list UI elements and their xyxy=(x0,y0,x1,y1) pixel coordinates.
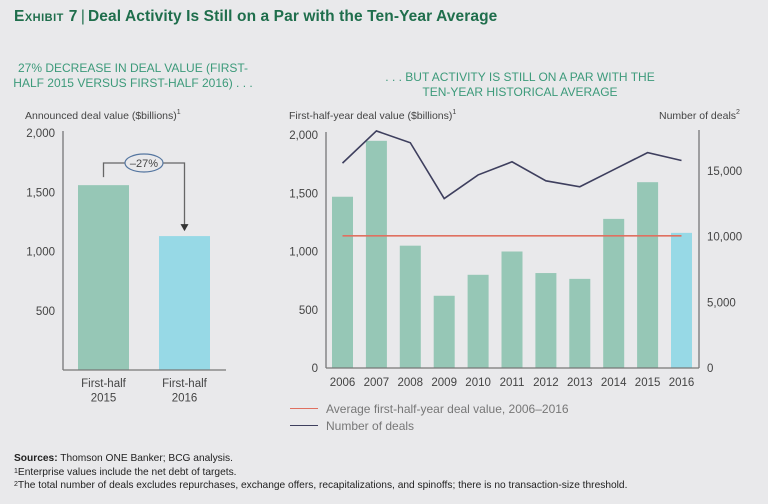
footer-notes: Sources: Thomson ONE Banker; BCG analysi… xyxy=(14,452,627,493)
right-chart-subtitle: . . . but activity is still on a par wit… xyxy=(385,70,655,99)
deal-value-bar-2012 xyxy=(535,273,557,368)
exhibit-number: Exhibit 7 xyxy=(14,8,78,25)
sources-line: Sources: Thomson ONE Banker; BCG analysi… xyxy=(14,453,233,464)
right-x-tick-label: 2010 xyxy=(465,377,491,389)
right-y2-tick-label: 15,000 xyxy=(707,166,742,178)
right-chart: 0 500 1,000 1,500 2,000 0 5,000 10,000 15,000 200… xyxy=(289,130,742,389)
right-x-tick-label: 2014 xyxy=(601,377,627,389)
legend-item-deals: Number of deals xyxy=(290,417,569,434)
deal-value-bar-2013 xyxy=(569,278,591,368)
exhibit-title-text: Deal Activity Is Still on a Par with the… xyxy=(87,8,498,25)
right-chart-y2-axis-label: Number of deals2 xyxy=(659,109,740,122)
deal-value-bar-2011 xyxy=(501,251,523,368)
left-y-tick-label: 2,000 xyxy=(26,128,55,140)
legend: Average first-half-year deal value, 2006… xyxy=(290,400,569,434)
right-y-tick-label: 0 xyxy=(312,363,318,375)
deal-value-bar-2014 xyxy=(603,218,625,368)
number-of-deals-line xyxy=(341,130,682,200)
deal-value-bar-2008 xyxy=(399,245,421,368)
right-x-tick-label: 2016 xyxy=(669,377,695,389)
exhibit-title: Exhibit 7 | Deal Activity Is Still on a Pa… xyxy=(14,8,497,26)
left-bar-2 xyxy=(159,236,210,370)
left-chart-subtitle: 27% decrease in deal value (first-half 2… xyxy=(13,61,253,90)
right-y2-tick-label: 0 xyxy=(707,363,713,375)
right-x-tick-label: 2007 xyxy=(364,377,390,389)
left-chart-y-axis-label: Announced deal value ($billions)1 xyxy=(25,109,181,122)
footnote-2: 2The total number of deals excludes repu… xyxy=(14,480,628,491)
change-label: –27% xyxy=(130,158,158,170)
deal-value-bar-2010 xyxy=(467,274,489,368)
right-x-tick-label: 2011 xyxy=(500,377,525,389)
right-x-tick-label: 2008 xyxy=(398,377,424,389)
left-y-tick-label: 1,500 xyxy=(26,187,55,199)
deal-value-bar-2009 xyxy=(433,295,455,368)
right-x-tick-label: 2009 xyxy=(431,377,457,389)
right-y2-tick-label: 10,000 xyxy=(707,232,742,244)
deal-value-bar-2015 xyxy=(637,182,659,368)
left-bar-1 xyxy=(78,185,129,370)
deal-value-bar-2006 xyxy=(332,196,353,368)
title-separator: | xyxy=(80,8,85,25)
left-x-tick-label: First-half xyxy=(81,378,127,390)
legend-swatch-deals xyxy=(290,425,318,426)
left-y-tick-label: 500 xyxy=(36,306,55,318)
right-y-tick-label: 1,500 xyxy=(289,188,318,200)
right-y2-tick-label: 5,000 xyxy=(707,297,736,309)
right-y-tick-label: 500 xyxy=(299,305,318,317)
change-badge xyxy=(124,153,164,173)
right-x-tick-label: 2013 xyxy=(567,377,593,389)
deal-value-bar-2007 xyxy=(365,140,387,368)
legend-item-average: Average first-half-year deal value, 2006… xyxy=(290,400,569,417)
right-x-tick-label: 2012 xyxy=(533,377,559,389)
left-x-tick-label: 2016 xyxy=(172,393,198,405)
left-x-tick-label: First-half xyxy=(162,378,208,390)
right-chart-y-axis-label: First-half-year deal value ($billions)1 xyxy=(289,109,457,122)
right-x-tick-label: 2006 xyxy=(330,377,356,389)
deal-value-bar-2016 xyxy=(671,232,692,368)
left-x-tick-label: 2015 xyxy=(91,393,117,405)
legend-label-deals: Number of deals xyxy=(326,418,415,433)
left-y-tick-label: 1,000 xyxy=(26,247,55,259)
right-x-tick-label: 2015 xyxy=(635,377,661,389)
arrow-down-icon xyxy=(180,224,189,232)
right-y-tick-label: 1,000 xyxy=(289,247,318,259)
footnote-1: 1Enterprise values include the net debt … xyxy=(14,466,237,478)
right-y-tick-label: 2,000 xyxy=(289,130,318,142)
legend-swatch-average xyxy=(290,408,318,409)
left-chart: 500 1,000 1,500 2,000 First-half 2015 First-ha… xyxy=(26,128,226,405)
legend-label-average: Average first-half-year deal value, 2006… xyxy=(326,401,569,416)
